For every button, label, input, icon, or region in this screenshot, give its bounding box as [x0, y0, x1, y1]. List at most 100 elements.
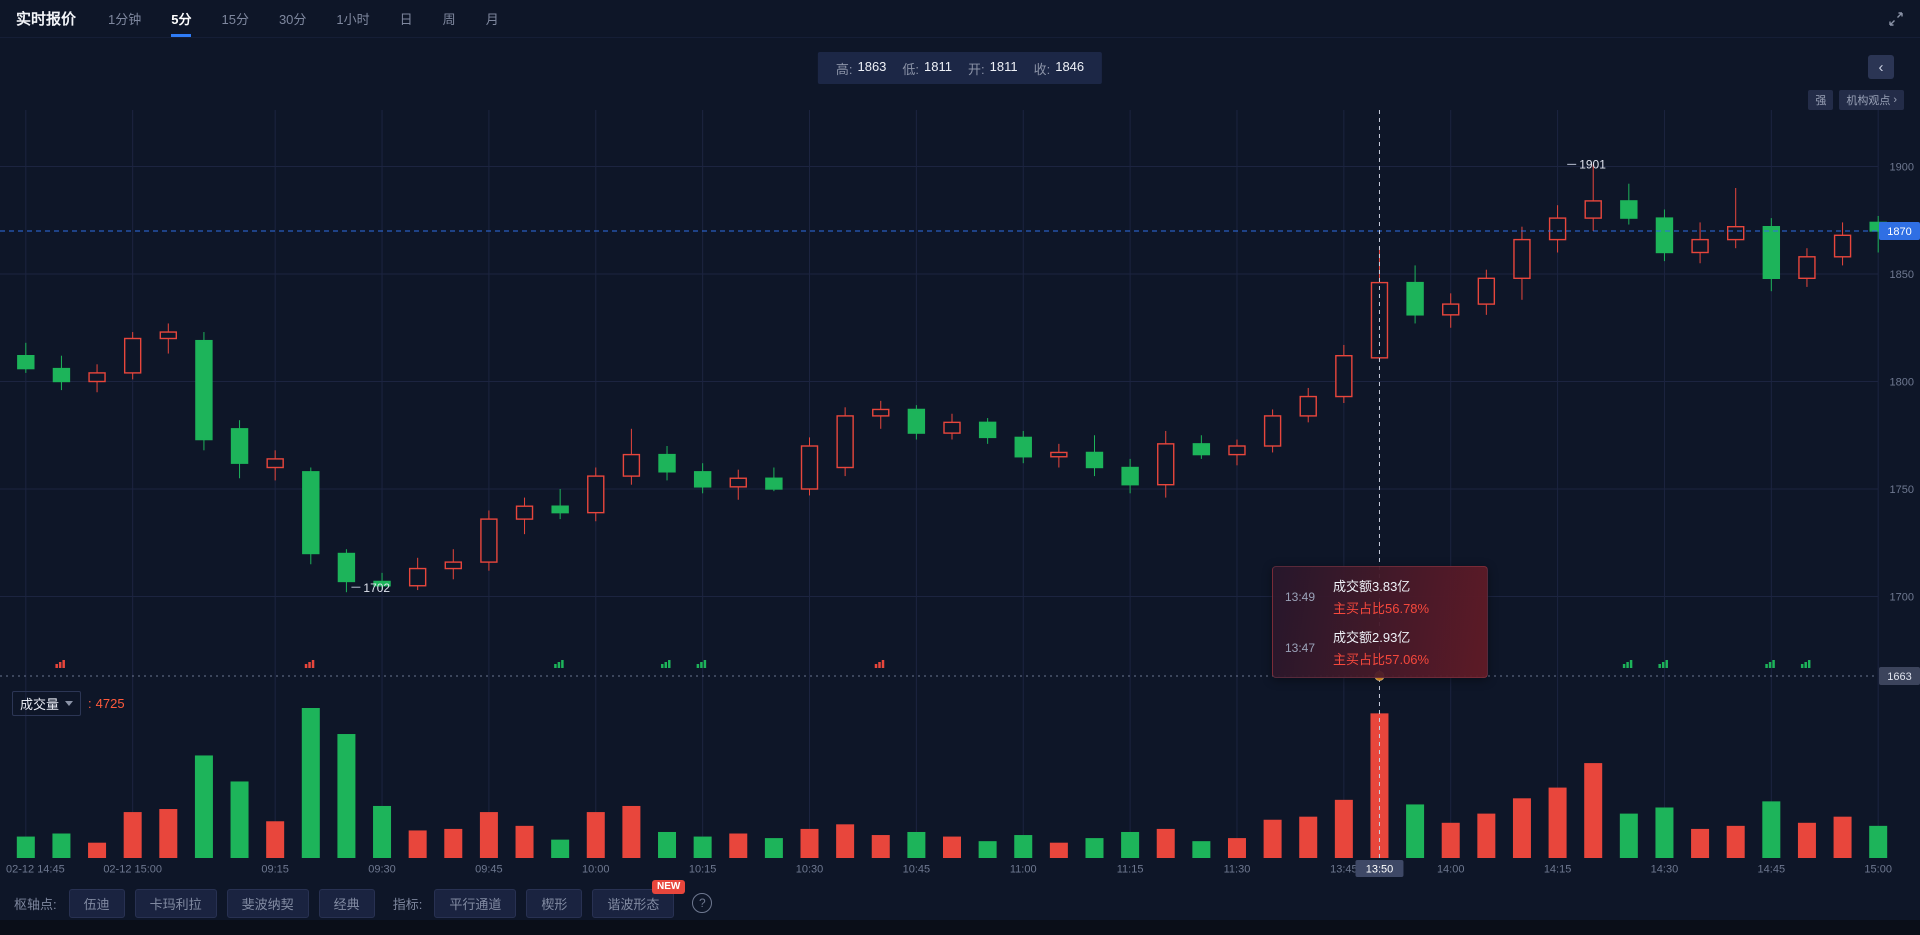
candle-body[interactable] — [1620, 200, 1638, 219]
candle-body[interactable] — [872, 408, 890, 417]
volume-bar[interactable] — [1619, 813, 1638, 858]
candle-body[interactable] — [1192, 443, 1211, 456]
timeframe-tab-6[interactable]: 周 — [442, 12, 456, 27]
volume-bar[interactable] — [515, 825, 534, 858]
candle-body[interactable] — [230, 428, 249, 464]
collapse-panel-button[interactable]: ‹ — [1868, 55, 1894, 79]
candle-body[interactable] — [1335, 355, 1353, 398]
candle-body[interactable] — [123, 337, 142, 374]
candle-body[interactable] — [1299, 395, 1317, 417]
candle-body[interactable] — [622, 453, 641, 477]
candle-body[interactable] — [729, 477, 747, 488]
org-view-button[interactable]: 机构观点 › — [1839, 90, 1904, 110]
timeframe-tab-3[interactable]: 30分 — [278, 12, 307, 27]
volume-bar[interactable] — [1655, 807, 1674, 858]
indicator-button-2[interactable]: 谐波形态 NEW — [592, 879, 686, 918]
candle-body[interactable] — [907, 408, 926, 434]
candle-body[interactable] — [1548, 217, 1567, 241]
volume-bar[interactable] — [1477, 813, 1496, 858]
candle-body[interactable] — [1513, 238, 1531, 280]
help-icon[interactable]: ? — [692, 893, 713, 913]
timeframe-tab-7[interactable]: 月 — [485, 12, 499, 27]
volume-bar[interactable] — [1085, 838, 1104, 858]
volume-bar[interactable] — [266, 821, 285, 858]
volume-bar[interactable] — [764, 838, 783, 858]
volume-bar[interactable] — [1263, 819, 1282, 858]
candle-body[interactable] — [551, 505, 569, 514]
candle-body[interactable] — [266, 458, 284, 469]
volume-bar[interactable] — [586, 812, 605, 858]
volume-bar[interactable] — [159, 809, 178, 858]
pivot-button-3[interactable]: 经典 — [318, 888, 375, 918]
timeframe-tab-4[interactable]: 1小时 — [336, 12, 370, 27]
candle-body[interactable] — [1014, 436, 1032, 458]
candle-body[interactable] — [1121, 466, 1139, 486]
volume-bar[interactable] — [1726, 825, 1745, 858]
timeframe-tab-5[interactable]: 日 — [399, 12, 413, 27]
candle-body[interactable] — [978, 421, 997, 439]
candle-body[interactable] — [800, 445, 819, 490]
candle-body[interactable] — [1477, 277, 1496, 305]
volume-bar[interactable] — [123, 812, 142, 858]
volume-bar[interactable] — [1512, 798, 1531, 858]
expand-icon[interactable] — [1888, 11, 1904, 27]
candle-body[interactable] — [1050, 451, 1068, 458]
volume-bar[interactable] — [1869, 825, 1888, 858]
volume-bar[interactable] — [479, 812, 498, 858]
candle-body[interactable] — [195, 339, 213, 441]
pivot-button-1[interactable]: 卡玛利拉 — [134, 888, 217, 918]
volume-bar[interactable] — [800, 828, 819, 858]
indicator-button-1[interactable]: 楔形 — [526, 888, 583, 918]
volume-bar[interactable] — [373, 805, 392, 858]
volume-bar[interactable] — [1441, 822, 1460, 858]
volume-bar[interactable] — [88, 842, 107, 858]
candle-body[interactable] — [159, 331, 178, 340]
candle-body[interactable] — [52, 367, 71, 383]
indicator-button-0[interactable]: 平行通道 — [434, 888, 517, 918]
candle-body[interactable] — [373, 580, 391, 587]
candle-body[interactable] — [1228, 445, 1246, 456]
candle-body[interactable] — [1442, 303, 1460, 316]
volume-bar[interactable] — [622, 805, 641, 858]
candle-body[interactable] — [693, 471, 712, 488]
candle-body[interactable] — [480, 518, 498, 563]
volume-bar[interactable] — [444, 828, 463, 858]
volume-bar[interactable] — [1049, 842, 1068, 858]
candle-body[interactable] — [1762, 225, 1781, 279]
volume-bar[interactable] — [52, 833, 71, 858]
candle-body[interactable] — [836, 415, 854, 469]
volume-bar[interactable] — [1691, 828, 1710, 858]
candle-body[interactable] — [765, 477, 783, 490]
volume-bar[interactable] — [658, 831, 677, 858]
candle-body[interactable] — [943, 421, 961, 434]
candlestick-chart[interactable]: 1870 1663 1900 1850 1800 1750 1700 02-12 14:45 0… — [0, 0, 1920, 888]
volume-bar[interactable] — [1406, 804, 1425, 858]
candle-body[interactable] — [1406, 281, 1424, 316]
candle-body[interactable] — [17, 355, 35, 370]
timeframe-tab-1[interactable]: 5分 — [171, 0, 192, 37]
candle-body[interactable] — [1798, 256, 1816, 279]
volume-bar[interactable] — [1014, 835, 1033, 858]
volume-bar[interactable] — [194, 755, 213, 858]
timeframe-tab-2[interactable]: 15分 — [221, 12, 249, 27]
volume-bar[interactable] — [1797, 822, 1816, 858]
volume-bar[interactable] — [693, 836, 712, 858]
volume-bar[interactable] — [301, 708, 320, 858]
volume-bar[interactable] — [1548, 787, 1567, 858]
volume-bar[interactable] — [1334, 799, 1353, 858]
volume-bar[interactable] — [1584, 763, 1603, 858]
candle-body[interactable] — [658, 453, 676, 473]
volume-bar[interactable] — [337, 734, 356, 858]
volume-bar[interactable] — [1227, 838, 1246, 858]
timeframe-tab-0[interactable]: 1分钟 — [108, 12, 142, 27]
volume-bar[interactable] — [978, 841, 997, 858]
candle-body[interactable] — [1726, 225, 1745, 241]
volume-bar[interactable] — [907, 831, 926, 858]
volume-bar[interactable] — [836, 824, 855, 858]
volume-bar[interactable] — [1833, 816, 1852, 858]
candle-body[interactable] — [515, 505, 534, 520]
volume-indicator-dropdown[interactable]: 成交量 — [12, 691, 82, 716]
volume-bar[interactable] — [16, 836, 35, 858]
volume-bar[interactable] — [871, 835, 890, 858]
volume-bar[interactable] — [943, 836, 961, 858]
